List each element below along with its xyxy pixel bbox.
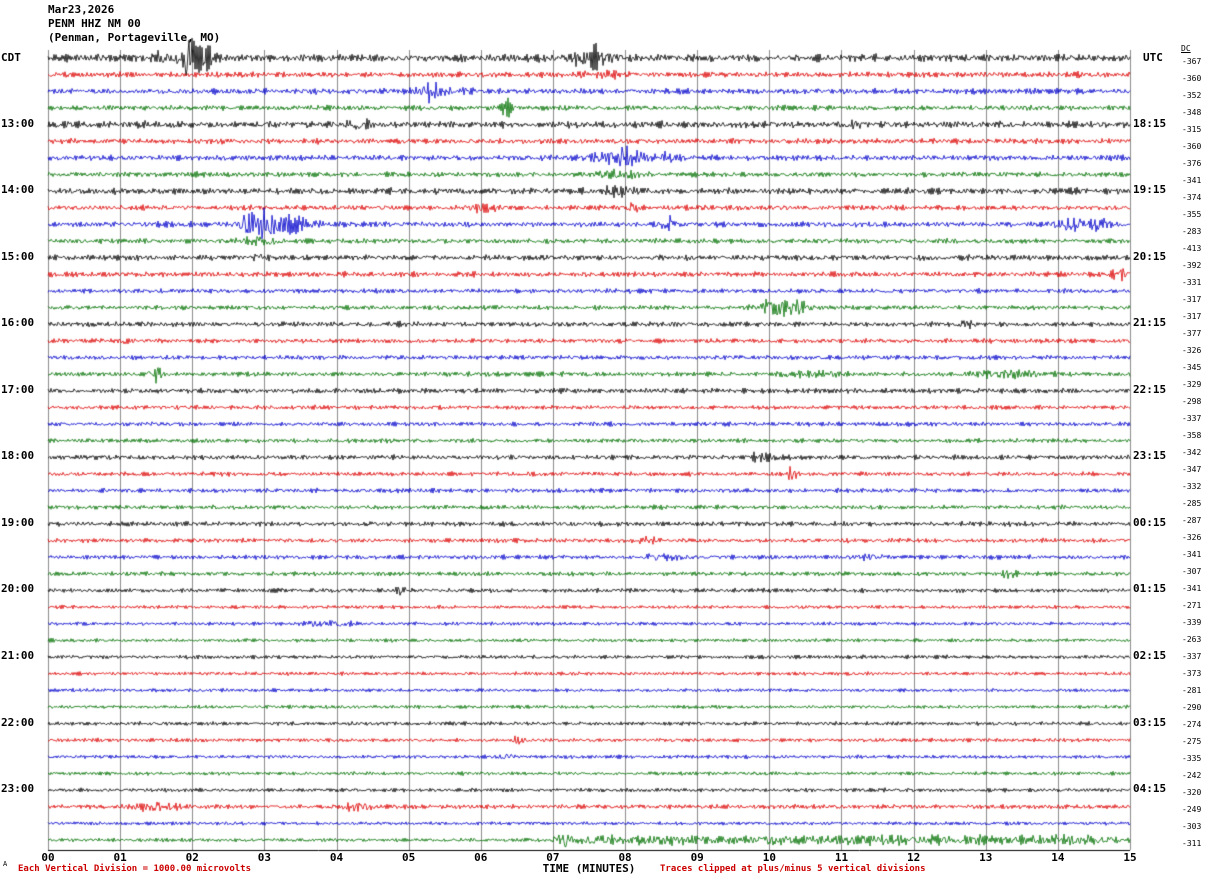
vertical-division-note: Each Vertical Division = 1000.00 microvo…: [18, 864, 251, 874]
x-tick-label: 04: [329, 851, 344, 864]
dc-offset-value: -326: [1182, 533, 1202, 542]
utc-hour-label: 20:15: [1133, 249, 1167, 263]
x-tick-label: 00: [41, 851, 55, 864]
cdt-hour-label: 17:00: [1, 382, 35, 396]
cdt-hour-label: 23:00: [1, 782, 35, 796]
dc-offset-value: -373: [1182, 669, 1202, 678]
dc-offset-value: -332: [1182, 482, 1202, 491]
dc-offset-value: -285: [1182, 499, 1202, 508]
dc-offset-value: -337: [1182, 414, 1202, 423]
utc-hour-label: 04:15: [1133, 782, 1167, 796]
x-tick-label: 02: [185, 851, 199, 864]
dc-offset-value: -242: [1182, 771, 1202, 780]
utc-hour-label: 23:15: [1133, 449, 1167, 463]
dc-offset-value: -271: [1182, 601, 1202, 610]
dc-offset-value: -317: [1182, 312, 1202, 321]
header-station: PENM HHZ NM 00: [48, 17, 141, 30]
dc-offset-value: -283: [1182, 227, 1202, 236]
dc-offset-value: -263: [1182, 635, 1202, 644]
dc-offset-value: -287: [1182, 516, 1202, 525]
dc-offset-value: -367: [1182, 57, 1202, 66]
dc-offset-value: -413: [1182, 244, 1202, 253]
cdt-hour-label: 14:00: [1, 183, 35, 197]
dc-offset-value: -337: [1182, 652, 1202, 661]
x-tick-label: 07: [546, 851, 560, 864]
dc-offset-value: -377: [1182, 329, 1202, 338]
dc-offset-value: -358: [1182, 431, 1202, 440]
header-location: (Penman, Portageville, MO): [48, 31, 221, 44]
dc-offset-value: -326: [1182, 346, 1202, 355]
right-timezone-label: UTC: [1143, 51, 1163, 64]
x-tick-label: 12: [906, 851, 921, 864]
cdt-hour-label: 22:00: [1, 715, 35, 729]
x-tick-label: 01: [113, 851, 127, 864]
dc-offset-value: -341: [1182, 550, 1202, 559]
dc-offset-value: -335: [1182, 754, 1202, 763]
x-tick-label: 15: [1123, 851, 1137, 864]
cdt-hour-label: 18:00: [1, 449, 35, 463]
utc-hour-label: 21:15: [1133, 316, 1167, 330]
dc-offset-value: -298: [1182, 397, 1202, 406]
utc-hour-label: 03:15: [1133, 715, 1167, 729]
dc-offset-value: -307: [1182, 567, 1202, 576]
cdt-hour-label: 20:00: [1, 582, 35, 596]
dc-offset-value: -347: [1182, 465, 1202, 474]
x-axis-title: TIME (MINUTES): [542, 862, 636, 875]
dc-column-header: DC: [1181, 44, 1191, 53]
clipping-note: Traces clipped at plus/minus 5 vertical …: [660, 864, 926, 874]
x-tick-label: 03: [257, 851, 272, 864]
dc-offset-value: -290: [1182, 703, 1202, 712]
x-tick-label: 11: [834, 851, 849, 864]
dc-offset-value: -360: [1182, 74, 1202, 83]
dc-offset-value: -311: [1182, 839, 1202, 848]
dc-offset-value: -339: [1182, 618, 1202, 627]
dc-offset-value: -376: [1182, 159, 1202, 168]
x-tick-label: 08: [618, 851, 632, 864]
corner-glyph: A: [3, 860, 8, 868]
x-tick-label: 13: [979, 851, 993, 864]
dc-offset-value: -360: [1182, 142, 1202, 151]
dc-offset-value: -392: [1182, 261, 1202, 270]
cdt-hour-label: 21:00: [1, 648, 35, 662]
utc-hour-label: 01:15: [1133, 582, 1167, 596]
dc-offset-value: -331: [1182, 278, 1202, 287]
x-tick-label: 09: [690, 851, 704, 864]
dc-offset-value: -341: [1182, 584, 1202, 593]
dc-offset-value: -315: [1182, 125, 1202, 134]
cdt-hour-label: 16:00: [1, 316, 35, 330]
dc-offset-value: -341: [1182, 176, 1202, 185]
header-date: Mar23,2026: [48, 3, 115, 16]
dc-offset-value: -274: [1182, 720, 1202, 729]
dc-offset-value: -275: [1182, 737, 1202, 746]
dc-offset-value: -329: [1182, 380, 1202, 389]
dc-offset-value: -317: [1182, 295, 1202, 304]
x-tick-label: 14: [1051, 851, 1065, 864]
left-timezone-label: CDT: [1, 51, 21, 64]
dc-offset-value: -352: [1182, 91, 1202, 100]
cdt-hour-label: 13:00: [1, 116, 35, 130]
dc-offset-value: -320: [1182, 788, 1202, 797]
utc-hour-label: 00:15: [1133, 515, 1167, 529]
utc-hour-label: 18:15: [1133, 116, 1167, 130]
cdt-hour-label: 19:00: [1, 515, 35, 529]
dc-offset-value: -342: [1182, 448, 1202, 457]
dc-offset-value: -355: [1182, 210, 1202, 219]
x-tick-label: 05: [402, 851, 416, 864]
dc-offset-value: -303: [1182, 822, 1202, 831]
dc-offset-value: -345: [1182, 363, 1202, 372]
dc-offset-value: -374: [1182, 193, 1202, 202]
utc-hour-label: 22:15: [1133, 382, 1167, 396]
x-tick-label: 06: [474, 851, 488, 864]
x-tick-label: 10: [762, 851, 776, 864]
cdt-hour-label: 15:00: [1, 249, 35, 263]
dc-offset-value: -249: [1182, 805, 1202, 814]
utc-hour-label: 02:15: [1133, 648, 1167, 662]
utc-hour-label: 19:15: [1133, 183, 1167, 197]
dc-offset-value: -281: [1182, 686, 1202, 695]
dc-offset-value: -348: [1182, 108, 1202, 117]
